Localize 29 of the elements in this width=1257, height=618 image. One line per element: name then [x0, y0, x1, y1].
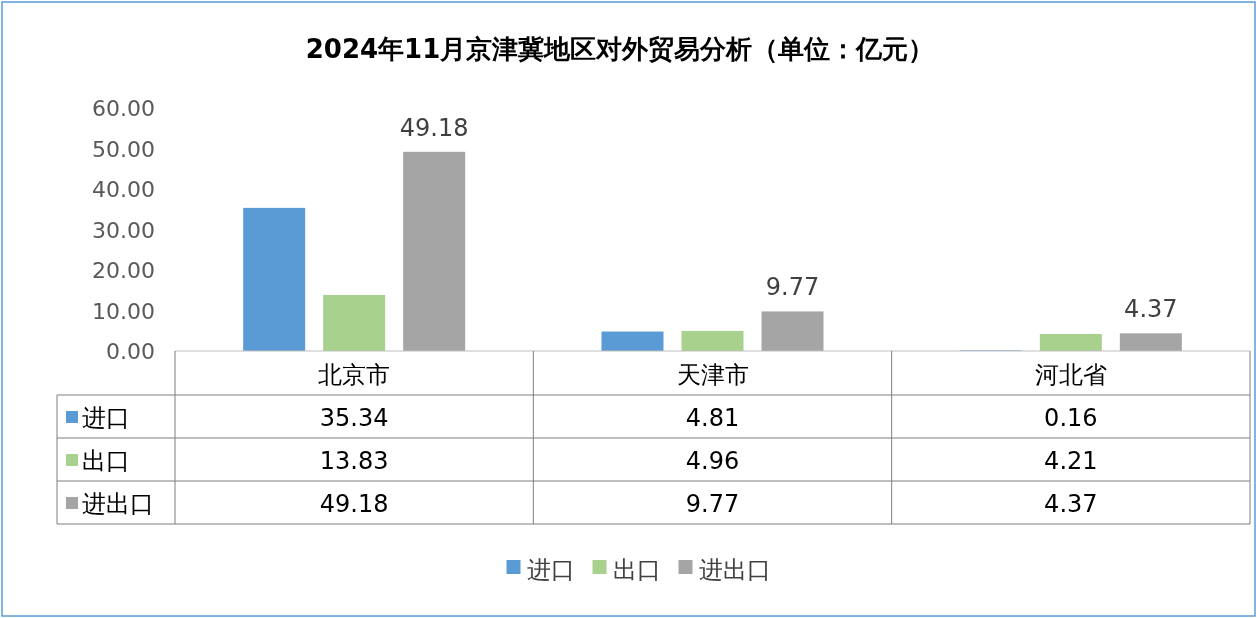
- data-label: 9.77: [685, 490, 740, 518]
- annotation: 4.37: [1124, 295, 1178, 324]
- y-tick-label: 50.00: [92, 136, 155, 162]
- y-tick-label: 40.00: [92, 177, 155, 202]
- x-tick-label: 北京市: [318, 361, 391, 389]
- y-tick-label: 10.00: [92, 298, 155, 324]
- legend-label: 出口: [612, 556, 661, 584]
- data-label: 49.18: [319, 490, 389, 518]
- text: 进口: [526, 556, 575, 584]
- data-label: 0.16: [1044, 404, 1098, 432]
- y-tick-label: 20.00: [92, 258, 155, 283]
- annotation: 49.18: [399, 113, 469, 142]
- text: 出口: [82, 447, 130, 475]
- y-tick-label: 60.00: [92, 96, 155, 121]
- chart-title: 2024年11月京津冀地区对外贸易分析（单位：亿元）: [305, 34, 935, 64]
- y-tick-label: 30.00: [92, 217, 155, 243]
- data-label: 13.83: [319, 447, 389, 475]
- x-tick-label: 河北省: [1034, 361, 1107, 389]
- annotation: 9.77: [765, 273, 820, 302]
- legend-label: 进口: [82, 404, 130, 432]
- data-label: 4.96: [685, 447, 740, 475]
- text: 进出口: [82, 490, 154, 518]
- data-label: 4.21: [1044, 447, 1098, 475]
- legend-label: 进出口: [698, 556, 771, 584]
- data-label: 4.37: [1044, 490, 1098, 518]
- data-label: 4.81: [685, 404, 740, 432]
- x-tick-label: 天津市: [676, 361, 749, 389]
- y-tick-label: 0.00: [106, 339, 155, 364]
- data-label: 35.34: [319, 404, 389, 432]
